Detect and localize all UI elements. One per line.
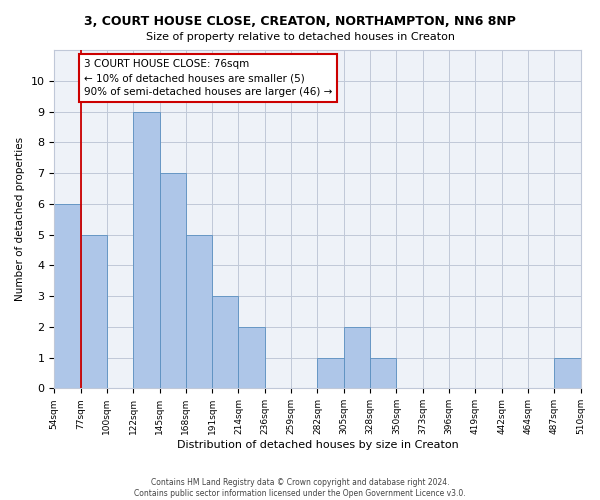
Bar xyxy=(186,234,212,388)
Bar xyxy=(238,327,265,388)
Bar xyxy=(317,358,344,388)
Bar xyxy=(212,296,238,388)
Text: 3, COURT HOUSE CLOSE, CREATON, NORTHAMPTON, NN6 8NP: 3, COURT HOUSE CLOSE, CREATON, NORTHAMPT… xyxy=(84,15,516,28)
Bar xyxy=(370,358,397,388)
Bar xyxy=(554,358,581,388)
Text: 3 COURT HOUSE CLOSE: 76sqm
← 10% of detached houses are smaller (5)
90% of semi-: 3 COURT HOUSE CLOSE: 76sqm ← 10% of deta… xyxy=(84,59,332,97)
Bar xyxy=(133,112,160,388)
X-axis label: Distribution of detached houses by size in Creaton: Distribution of detached houses by size … xyxy=(176,440,458,450)
Text: Contains HM Land Registry data © Crown copyright and database right 2024.
Contai: Contains HM Land Registry data © Crown c… xyxy=(134,478,466,498)
Bar xyxy=(80,234,107,388)
Bar xyxy=(344,327,370,388)
Text: Size of property relative to detached houses in Creaton: Size of property relative to detached ho… xyxy=(146,32,455,42)
Bar xyxy=(160,173,186,388)
Bar xyxy=(54,204,80,388)
Y-axis label: Number of detached properties: Number of detached properties xyxy=(15,137,25,301)
